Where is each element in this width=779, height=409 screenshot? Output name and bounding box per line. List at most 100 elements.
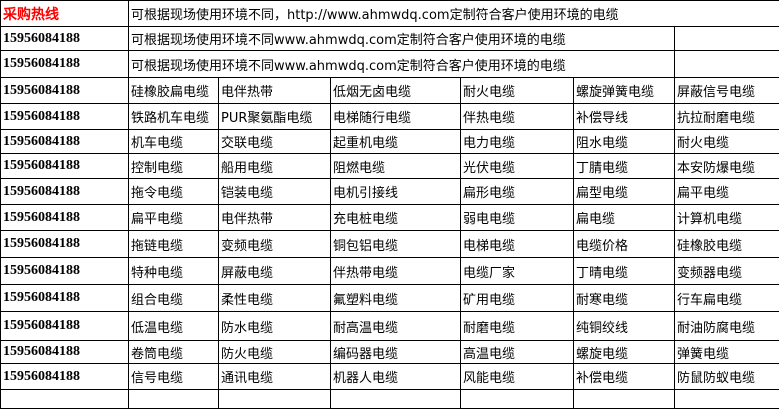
empty-cell	[330, 389, 461, 409]
phone-number: 15956084188	[0, 284, 129, 312]
product-cell: 扁形电缆	[460, 178, 574, 205]
empty-cell	[128, 389, 219, 409]
product-cell: 丁晴电缆	[573, 257, 675, 285]
product-row: 15956084188 卷筒电缆 防火电缆 编码器电缆 高温电缆 螺旋电缆 弹簧电缆	[0, 340, 779, 364]
product-cell: 耐油防腐电缆	[673, 311, 779, 341]
product-cell: 屏蔽电缆	[218, 257, 331, 285]
product-cell: 变频电缆	[218, 230, 331, 258]
product-cell: 行车扁电缆	[673, 284, 779, 312]
product-cell: 特种电缆	[128, 257, 219, 285]
product-cell: 补偿导线	[573, 103, 675, 130]
product-cell: 电梯随行电缆	[330, 103, 461, 130]
product-cell: PUR聚氨酯电缆	[218, 103, 331, 130]
info-row: 15956084188 可根据现场使用环境不同www.ahmwdq.com定制符…	[0, 50, 779, 78]
product-cell: 矿用电缆	[460, 284, 574, 312]
empty-cell	[573, 389, 675, 409]
product-cell: 弹簧电缆	[673, 340, 779, 364]
product-cell: 扁平电缆	[673, 178, 779, 205]
product-row: 15956084188 特种电缆 屏蔽电缆 伴热带电缆 电缆厂家 丁晴电缆 变频器电缆	[0, 257, 779, 285]
product-cell: 扁电缆	[573, 204, 675, 231]
info-text: 可根据现场使用环境不同www.ahmwdq.com定制符合客户使用环境的电缆	[128, 50, 675, 78]
product-cell: 纯铜绞线	[573, 311, 675, 341]
phone-number: 15956084188	[0, 230, 129, 258]
empty-cell	[0, 389, 129, 409]
product-cell: 充电桩电缆	[330, 204, 461, 231]
product-cell: 船用电缆	[218, 153, 331, 179]
product-cell: 氟塑料电缆	[330, 284, 461, 312]
product-cell: 耐火电缆	[673, 129, 779, 154]
product-cell: 防水电缆	[218, 311, 331, 341]
product-cell: 耐高温电缆	[330, 311, 461, 341]
phone-number: 15956084188	[0, 77, 129, 104]
empty-cell	[673, 389, 779, 409]
product-row: 15956084188 硅橡胶扁电缆 电伴热带 低烟无卤电缆 耐火电缆 螺旋弹簧电缆 屏蔽信…	[0, 77, 779, 104]
phone-number: 15956084188	[0, 26, 129, 51]
product-cell: 螺旋弹簧电缆	[573, 77, 675, 104]
empty-cell	[460, 389, 574, 409]
phone-number: 15956084188	[0, 178, 129, 205]
product-cell: 耐寒电缆	[573, 284, 675, 312]
empty-cell	[673, 26, 779, 51]
product-cell: 耐磨电缆	[460, 311, 574, 341]
banner-text: 可根据现场使用环境不同，http://www.ahmwdq.com定制符合客户使…	[127, 0, 779, 27]
product-cell: 伴热带电缆	[330, 257, 461, 285]
product-cell: 铜包铝电缆	[330, 230, 461, 258]
phone-number: 15956084188	[0, 257, 129, 285]
product-row: 15956084188 低温电缆 防水电缆 耐高温电缆 耐磨电缆 纯铜绞线 耐油防腐电缆	[0, 311, 779, 341]
product-cell: 电缆厂家	[460, 257, 574, 285]
product-cell: 机器人电缆	[330, 363, 461, 390]
product-row: 15956084188 拖链电缆 变频电缆 铜包铝电缆 电梯电缆 电缆价格 硅橡胶电缆	[0, 230, 779, 258]
product-cell: 防鼠防蚁电缆	[673, 363, 779, 390]
product-cell: 高温电缆	[460, 340, 574, 364]
product-cell: 电缆价格	[573, 230, 675, 258]
product-cell: 硅橡胶电缆	[673, 230, 779, 258]
product-cell: 扁型电缆	[573, 178, 675, 205]
product-cell: 拖链电缆	[128, 230, 219, 258]
product-row: 15956084188 机车电缆 交联电缆 起重机电缆 电力电缆 阻水电缆 耐火电缆	[0, 129, 779, 154]
info-text: 可根据现场使用环境不同www.ahmwdq.com定制符合客户使用环境的电缆	[128, 26, 675, 51]
phone-number: 15956084188	[0, 340, 129, 364]
product-cell: 丁腈电缆	[573, 153, 675, 179]
product-cell: 交联电缆	[218, 129, 331, 154]
product-cell: 螺旋电缆	[573, 340, 675, 364]
product-cell: 低烟无卤电缆	[330, 77, 461, 104]
phone-number: 15956084188	[0, 363, 129, 390]
empty-cell	[673, 50, 779, 78]
empty-cell	[218, 389, 331, 409]
product-cell: 低温电缆	[128, 311, 219, 341]
product-row: 15956084188 信号电缆 通讯电缆 机器人电缆 风能电缆 补偿电缆 防鼠防蚁电缆	[0, 363, 779, 390]
product-cell: 伴热电缆	[460, 103, 574, 130]
product-cell: 机车电缆	[128, 129, 219, 154]
product-cell: 卷筒电缆	[128, 340, 219, 364]
product-cell: 控制电缆	[128, 153, 219, 179]
product-cell: 通讯电缆	[218, 363, 331, 390]
product-cell: 电伴热带	[218, 77, 331, 104]
product-cell: 起重机电缆	[330, 129, 461, 154]
phone-number: 15956084188	[0, 129, 129, 154]
product-cell: 编码器电缆	[330, 340, 461, 364]
header-row: 采购热线 可根据现场使用环境不同，http://www.ahmwdq.com定制…	[0, 0, 779, 27]
phone-number: 15956084188	[0, 204, 129, 231]
product-cell: 弱电电缆	[460, 204, 574, 231]
product-cell: 电机引接线	[330, 178, 461, 205]
product-cell: 扁平电缆	[128, 204, 219, 231]
product-cell: 计算机电缆	[673, 204, 779, 231]
product-row: 15956084188 扁平电缆 电伴热带 充电桩电缆 弱电电缆 扁电缆 计算机电缆	[0, 204, 779, 231]
product-row: 15956084188 控制电缆 船用电缆 阻燃电缆 光伏电缆 丁腈电缆 本安防爆电缆	[0, 153, 779, 179]
product-cell: 屏蔽信号电缆	[673, 77, 779, 104]
product-cell: 信号电缆	[128, 363, 219, 390]
info-row: 15956084188 可根据现场使用环境不同www.ahmwdq.com定制符…	[0, 26, 779, 51]
product-row: 15956084188 铁路机车电缆 PUR聚氨酯电缆 电梯随行电缆 伴热电缆 补偿导线抗…	[0, 103, 779, 130]
product-cell: 补偿电缆	[573, 363, 675, 390]
hotline-label: 采购热线	[0, 0, 129, 27]
product-cell: 变频器电缆	[673, 257, 779, 285]
product-cell: 铠装电缆	[218, 178, 331, 205]
product-cell: 柔性电缆	[218, 284, 331, 312]
product-cell: 防火电缆	[218, 340, 331, 364]
product-cell: 光伏电缆	[460, 153, 574, 179]
product-cell: 铁路机车电缆	[128, 103, 219, 130]
product-cell: 耐火电缆	[460, 77, 574, 104]
phone-number: 15956084188	[0, 153, 129, 179]
product-row: 15956084188 组合电缆 柔性电缆 氟塑料电缆 矿用电缆 耐寒电缆 行车扁电缆	[0, 284, 779, 312]
